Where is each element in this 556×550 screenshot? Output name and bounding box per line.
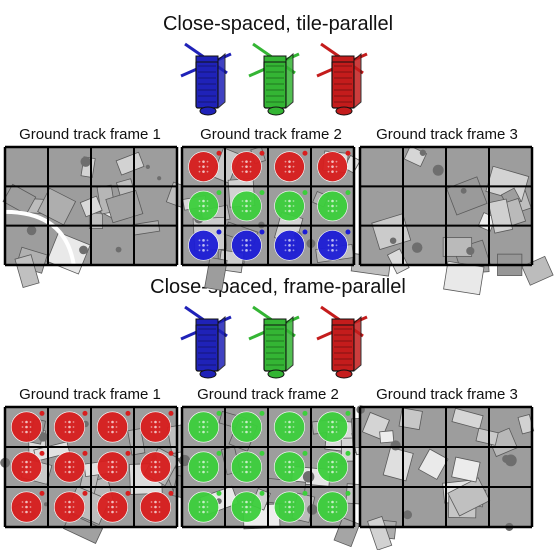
ground-track-frame-2-top	[180, 145, 392, 291]
red-satellite	[316, 305, 368, 379]
green-satellite	[248, 305, 300, 379]
green-footprint	[317, 490, 351, 523]
green-footprint	[188, 410, 222, 443]
blue-satellite	[180, 305, 232, 379]
blue-footprint	[317, 229, 351, 261]
section-title-tile-parallel: Close-spaced, tile-parallel	[162, 13, 394, 35]
red-footprint	[53, 410, 88, 443]
green-footprint	[188, 450, 222, 483]
red-footprint	[140, 490, 174, 523]
frame-label-2-2: Ground track frame 2	[197, 386, 339, 403]
green-footprint	[188, 190, 222, 222]
red-footprint	[53, 490, 88, 523]
red-footprint	[317, 150, 351, 182]
frame-label-2-3: Ground track frame 3	[376, 386, 518, 403]
red-footprint	[53, 450, 88, 483]
green-footprint	[317, 190, 351, 222]
frame-label-2-1: Ground track frame 1	[19, 386, 161, 403]
red-footprint	[11, 450, 45, 483]
green-footprint	[274, 410, 308, 443]
frame-label-1-2: Ground track frame 2	[200, 126, 342, 143]
red-footprint	[274, 150, 308, 182]
red-footprint	[11, 410, 45, 443]
blue-footprint	[231, 229, 265, 261]
frame-label-1-1: Ground track frame 1	[19, 126, 161, 143]
red-footprint	[140, 450, 174, 483]
red-footprint	[97, 490, 131, 523]
green-footprint	[188, 490, 222, 523]
blue-satellite	[180, 42, 232, 116]
green-footprint	[274, 490, 308, 523]
blue-footprint	[274, 229, 308, 261]
green-satellite	[248, 42, 300, 116]
green-footprint	[231, 190, 265, 222]
green-footprint	[230, 450, 265, 483]
ground-track-frame-2-bottom	[178, 405, 383, 548]
satellite-group-1	[180, 42, 368, 116]
ground-track-frame-3-top	[358, 145, 554, 296]
red-footprint	[231, 150, 265, 182]
red-satellite	[316, 42, 368, 116]
ground-track-frame-1-bottom	[0, 405, 199, 544]
green-footprint	[317, 450, 351, 483]
ground-track-frame-1-top	[2, 145, 195, 288]
satellite-group-2	[180, 305, 368, 379]
red-footprint	[11, 490, 45, 523]
ground-track-frame-3-bottom	[356, 405, 535, 550]
green-footprint	[230, 410, 265, 443]
red-footprint	[97, 450, 131, 483]
green-footprint	[274, 450, 308, 483]
red-footprint	[97, 410, 131, 443]
red-footprint	[188, 150, 222, 182]
blue-footprint	[188, 229, 222, 261]
green-footprint	[274, 190, 308, 222]
red-footprint	[140, 410, 174, 443]
green-footprint	[230, 490, 265, 523]
green-footprint	[317, 410, 351, 443]
frame-label-1-3: Ground track frame 3	[376, 126, 518, 143]
